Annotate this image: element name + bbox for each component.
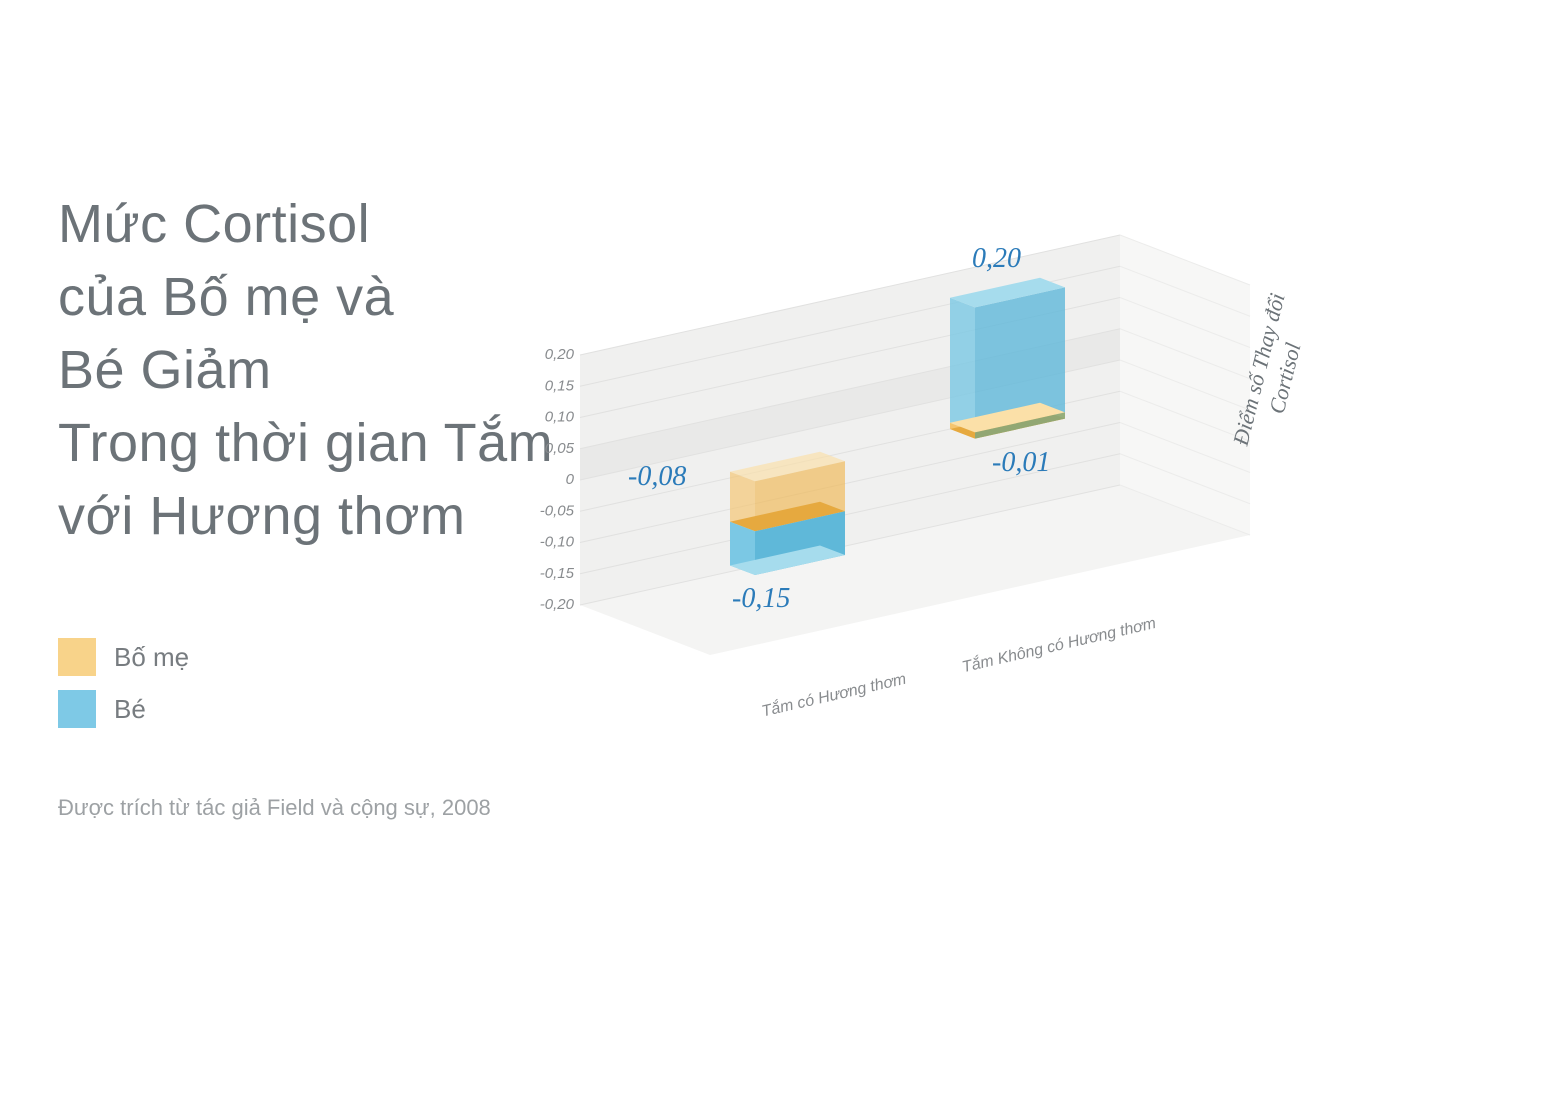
legend: Bố mẹ Bé bbox=[58, 638, 189, 742]
ytick--0.10: -0,10 bbox=[540, 534, 575, 551]
chart-title: Mức Cortisol của Bố mẹ và Bé Giảm Trong … bbox=[58, 188, 553, 552]
title-line-1: Mức Cortisol bbox=[58, 188, 553, 261]
xtick-1: Tắm Không có Hương thơm bbox=[960, 613, 1158, 676]
value-baby-1: 0,20 bbox=[972, 243, 1021, 274]
value-parents-0: -0,08 bbox=[628, 461, 686, 492]
ytick-0.15: 0,15 bbox=[545, 377, 575, 394]
ytick--0.15: -0,15 bbox=[540, 565, 575, 582]
legend-swatch-parents bbox=[58, 638, 96, 676]
legend-label-baby: Bé bbox=[114, 694, 146, 725]
title-line-4: Trong thời gian Tắm bbox=[58, 407, 553, 480]
xtick-0: Tắm có Hương thơm bbox=[760, 669, 908, 721]
ytick-0: 0 bbox=[566, 471, 575, 488]
isometric-bar-chart: -0,20 -0,15 -0,10 -0,05 0 0,05 0,10 0,15… bbox=[520, 175, 1340, 735]
value-baby-0: -0,15 bbox=[732, 583, 790, 614]
ytick--0.20: -0,20 bbox=[540, 596, 575, 613]
ytick--0.05: -0,05 bbox=[540, 502, 575, 519]
legend-item-parents: Bố mẹ bbox=[58, 638, 189, 676]
legend-label-parents: Bố mẹ bbox=[114, 642, 189, 673]
ytick-0.20: 0,20 bbox=[545, 346, 575, 363]
title-line-3: Bé Giảm bbox=[58, 334, 553, 407]
y-axis-ticks: -0,20 -0,15 -0,10 -0,05 0 0,05 0,10 0,15… bbox=[540, 346, 575, 613]
value-parents-1: -0,01 bbox=[992, 447, 1050, 478]
ytick-0.05: 0,05 bbox=[545, 440, 575, 457]
ytick-0.10: 0,10 bbox=[545, 409, 575, 426]
title-line-5: với Hương thơm bbox=[58, 480, 553, 553]
legend-item-baby: Bé bbox=[58, 690, 189, 728]
legend-swatch-baby bbox=[58, 690, 96, 728]
title-line-2: của Bố mẹ và bbox=[58, 261, 553, 334]
citation: Được trích từ tác giả Field và cộng sự, … bbox=[58, 795, 491, 821]
